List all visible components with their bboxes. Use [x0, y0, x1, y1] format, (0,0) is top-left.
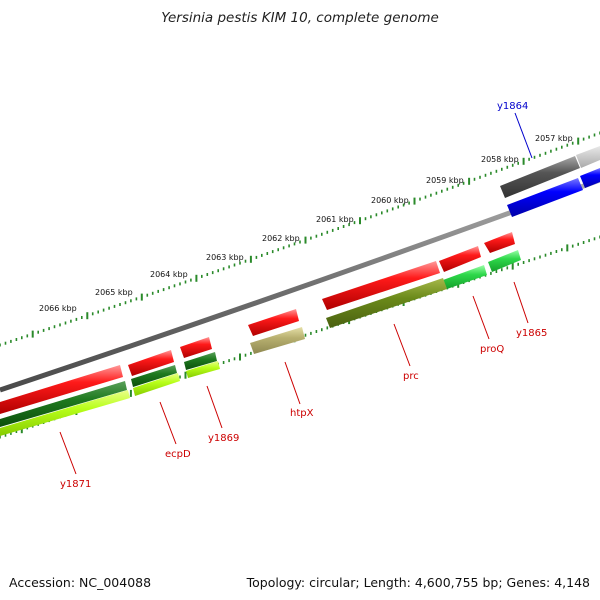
gene-arrow: [488, 250, 521, 272]
gene-label-htpX: htpX: [290, 408, 314, 419]
gene-arrow-y1865: [484, 232, 515, 253]
gene-label-y1869: y1869: [208, 433, 239, 444]
gene-label-y1864: y1864: [497, 101, 528, 112]
outer-scale-dotted-line: [0, 131, 600, 347]
gene-arrow-y1869: [180, 337, 212, 358]
leader-line: [206, 385, 223, 429]
leader-line: [513, 281, 529, 324]
scale-label: 2063 kbp: [206, 253, 244, 262]
gene-arrow: [0, 390, 130, 436]
genome-title: Yersinia pestis KIM 10, complete genome: [161, 10, 439, 26]
gene-arrow: [576, 146, 600, 168]
gene-label-y1865: y1865: [516, 328, 547, 339]
gene-arrow: [326, 278, 447, 328]
forward-strand-genes: [500, 146, 600, 217]
gene-arrow: [0, 381, 127, 427]
gene-arrow: [250, 327, 305, 354]
gene-arrow: [580, 168, 600, 188]
leader-line: [284, 361, 301, 405]
leader-line: [159, 401, 177, 445]
leader-line: [393, 323, 411, 367]
scale-label: 2065 kbp: [95, 288, 133, 297]
scale-label: 2057 kbp: [535, 134, 573, 143]
scale-label: 2062 kbp: [262, 234, 300, 243]
scale-label: 2058 kbp: [481, 155, 519, 164]
gene-arrow-htpX: [248, 309, 299, 336]
scale-label: 2060 kbp: [371, 196, 409, 205]
gene-label-prc: prc: [403, 371, 419, 382]
gene-arrow-y1871: [0, 365, 123, 414]
scale-label: 2066 kbp: [39, 304, 77, 313]
accession-text: Accession: NC_004088: [9, 575, 152, 590]
leader-line: [59, 431, 77, 475]
scale-labels: 2057 kbp 2058 kbp 2059 kbp 2060 kbp 2061 kbp…: [39, 134, 573, 313]
gene-arrow: [500, 156, 580, 198]
gene-labels: y1864 y1865 proQ prc htpX y1869 ecpD y18…: [59, 101, 547, 490]
gene-arrow: [184, 352, 217, 370]
gene-label-ecpD: ecpD: [165, 449, 191, 460]
scale-label: 2064 kbp: [150, 270, 188, 279]
reverse-strand-genes: [0, 232, 521, 436]
genome-summary-text: Topology: circular; Length: 4,600,755 bp…: [246, 575, 590, 590]
leader-line: [472, 295, 490, 340]
gene-arrow: [443, 265, 487, 289]
gene-arrow-ecpD: [128, 350, 174, 376]
gene-arrow-proQ: [439, 246, 481, 272]
gene-arrow: [186, 361, 220, 378]
gene-label-y1871: y1871: [60, 479, 91, 490]
gene-arrow: [133, 373, 180, 396]
gene-arrow: [131, 365, 177, 387]
gene-arrow-prc: [322, 261, 440, 310]
gene-label-proQ: proQ: [480, 344, 504, 355]
scale-label: 2059 kbp: [426, 176, 464, 185]
gene-arrow-y1864: [507, 178, 583, 217]
scale-label: 2061 kbp: [316, 215, 354, 224]
leader-line: [514, 112, 533, 159]
